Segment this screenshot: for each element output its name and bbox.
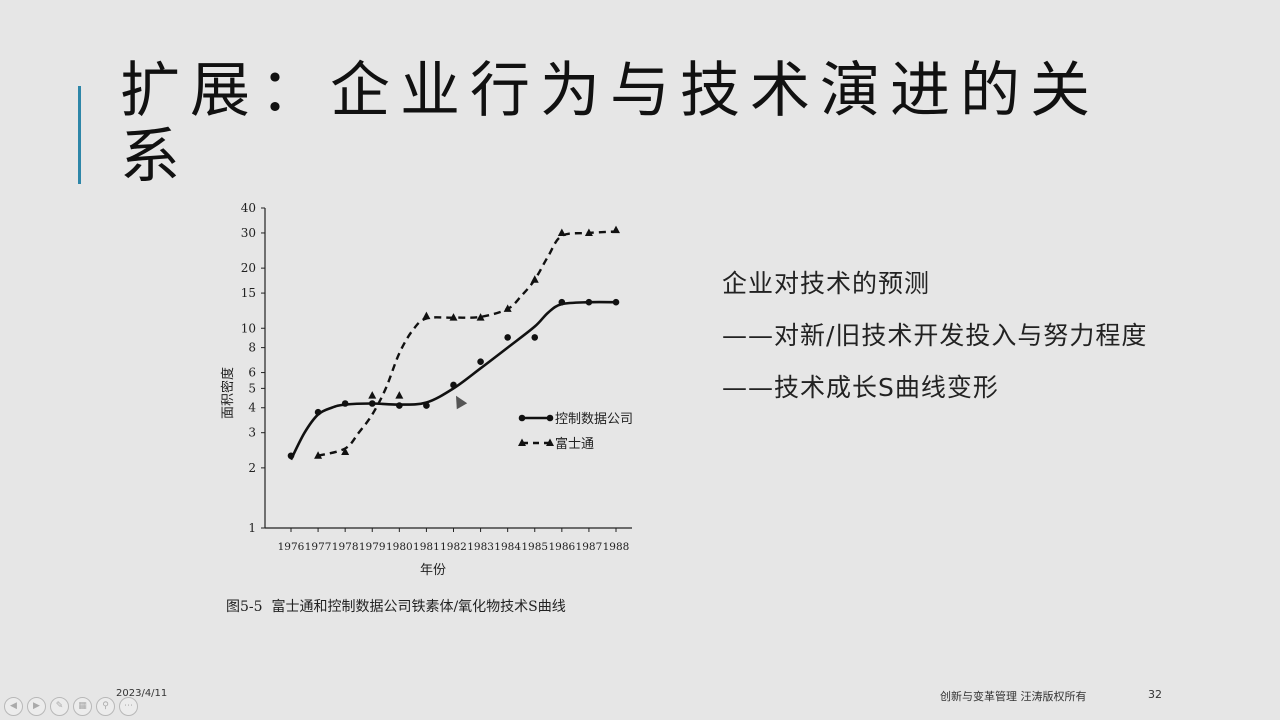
x-tick-label: 1984 bbox=[494, 541, 521, 553]
data-point bbox=[342, 400, 349, 407]
side-note-3: ——技术成长S曲线变形 bbox=[722, 362, 1147, 414]
y-tick-label: 3 bbox=[248, 426, 256, 440]
y-tick-label: 2 bbox=[248, 461, 256, 475]
data-point bbox=[559, 299, 566, 306]
y-ticks: 1 2 3 4 56 8 10 15 20 30 40 bbox=[241, 201, 265, 535]
data-point bbox=[395, 391, 403, 399]
data-point bbox=[531, 275, 539, 283]
x-axis-label: 年份 bbox=[420, 563, 446, 578]
data-point bbox=[396, 402, 403, 409]
y-tick-label: 4 bbox=[248, 401, 256, 415]
y-tick-label: 5 bbox=[248, 381, 256, 395]
prev-icon[interactable]: ◀ bbox=[4, 697, 23, 716]
pen-icon[interactable]: ✎ bbox=[50, 697, 69, 716]
data-point bbox=[477, 358, 484, 365]
series-0 bbox=[288, 299, 620, 460]
data-point bbox=[368, 391, 376, 399]
next-icon[interactable]: ▶ bbox=[27, 697, 46, 716]
data-point bbox=[504, 334, 511, 341]
x-tick-label: 1988 bbox=[603, 541, 630, 553]
x-tick-label: 1978 bbox=[332, 541, 359, 553]
series-line bbox=[291, 302, 616, 460]
slides-icon[interactable]: ▦ bbox=[73, 697, 92, 716]
x-tick-label: 1981 bbox=[413, 541, 440, 553]
slideshow-nav: ◀ ▶ ✎ ▦ ⚲ ⋯ bbox=[4, 697, 138, 716]
y-tick-label: 30 bbox=[241, 226, 256, 240]
data-point bbox=[450, 382, 457, 389]
y-tick-label: 8 bbox=[248, 341, 256, 355]
title-accent-bar bbox=[78, 86, 81, 184]
legend-marker bbox=[519, 415, 526, 422]
legend-marker bbox=[547, 415, 554, 422]
x-ticks: 1976 1977 1978 1979 1980 1981 1982 1983 1984 1985… bbox=[278, 528, 630, 553]
x-tick-label: 1985 bbox=[521, 541, 548, 553]
x-tick-label: 1979 bbox=[359, 541, 386, 553]
chart-caption: 图5-5 富士通和控制数据公司铁素体/氧化物技术S曲线 bbox=[226, 598, 566, 615]
side-note-2: ——对新/旧技术开发投入与努力程度 bbox=[722, 310, 1147, 362]
data-point bbox=[586, 299, 593, 306]
data-point bbox=[369, 400, 376, 407]
data-point bbox=[613, 299, 620, 306]
footer-date: 2023/4/11 bbox=[116, 688, 167, 699]
chart: 1 2 3 4 5 6 8 10 15 20 30 40 1976 1977 1978 1979 1980 19… bbox=[210, 198, 660, 628]
data-point bbox=[288, 452, 295, 459]
y-tick-label: 15 bbox=[241, 286, 256, 300]
x-tick-label: 1986 bbox=[548, 541, 575, 553]
data-point bbox=[315, 409, 322, 416]
y-tick-label: 6 bbox=[248, 366, 256, 380]
y-tick-label: 40 bbox=[241, 201, 256, 215]
legend-label: 控制数据公司 bbox=[555, 412, 633, 427]
y-tick-label: 1 bbox=[248, 521, 256, 535]
data-point bbox=[558, 228, 566, 236]
data-point bbox=[612, 226, 620, 234]
data-point bbox=[423, 402, 430, 409]
footer-copyright: 创新与变革管理 汪涛版权所有 bbox=[940, 688, 1087, 704]
legend-label: 富士通 bbox=[555, 436, 594, 452]
x-tick-label: 1987 bbox=[576, 541, 603, 553]
side-notes: 企业对技术的预测 ——对新/旧技术开发投入与努力程度 ——技术成长S曲线变形 bbox=[722, 258, 1147, 414]
chart-axes bbox=[265, 208, 632, 528]
side-note-1: 企业对技术的预测 bbox=[722, 258, 1147, 310]
y-axis-label: 面积密度 bbox=[220, 367, 236, 419]
more-icon[interactable]: ⋯ bbox=[119, 697, 138, 716]
x-tick-label: 1982 bbox=[440, 541, 467, 553]
zoom-icon[interactable]: ⚲ bbox=[96, 697, 115, 716]
data-point bbox=[422, 312, 430, 320]
x-tick-label: 1983 bbox=[467, 541, 494, 553]
x-tick-label: 1980 bbox=[386, 541, 413, 553]
data-point bbox=[531, 334, 538, 341]
slide-number: 32 bbox=[1148, 688, 1162, 701]
slide-title: 扩展：企业行为与技术演进的关系 bbox=[120, 58, 1100, 190]
x-tick-label: 1977 bbox=[305, 541, 332, 553]
x-tick-label: 1976 bbox=[278, 541, 305, 553]
y-tick-label: 20 bbox=[241, 261, 256, 275]
y-tick-label: 10 bbox=[241, 321, 256, 335]
